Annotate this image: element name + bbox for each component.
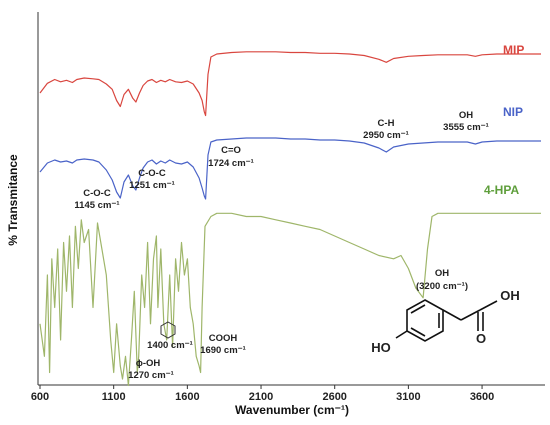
structure-o-label: O — [476, 331, 486, 346]
structure-benzene-ring — [406, 299, 444, 342]
x-tick-label: 2600 — [322, 391, 346, 403]
x-tick-label: 3600 — [470, 391, 494, 403]
y-axis-title: % Transmitance — [6, 154, 20, 246]
structure-ring-double-bond-3 — [410, 327, 426, 337]
annotation-phenol-oh-unit: 1270 cm⁻¹ — [128, 370, 174, 381]
x-tick-layer: 600 1100 1600 2100 2600 3100 3600 — [31, 385, 494, 403]
x-tick-label: 3100 — [396, 391, 420, 403]
x-axis-title: Wavenumber (cm⁻¹) — [235, 403, 349, 417]
annotation-coc-1145-label: C-O-C — [83, 188, 111, 199]
x-tick-label: 600 — [31, 391, 49, 403]
annotation-cooh-1690-label: COOH — [209, 333, 238, 344]
annotation-coc-1251-label: C-O-C — [138, 168, 166, 179]
series-label-nip: NIP — [503, 105, 523, 119]
series-label-4hpa: 4-HPA — [484, 183, 519, 197]
structure-bond-ch2-c — [460, 309, 481, 321]
structure-ring-double-bond-1 — [410, 304, 426, 314]
annotation-co-1724-unit: 1724 cm⁻¹ — [208, 158, 254, 169]
annotation-cooh-1690-unit: 1690 cm⁻¹ — [200, 345, 246, 356]
structure-oh-label: OH — [500, 288, 520, 303]
series-line-mip — [39, 51, 541, 117]
benzene-ring-icon — [160, 321, 176, 339]
structure-bond-ring-ch2 — [442, 309, 462, 321]
series-line-4hpa — [39, 212, 541, 387]
annotation-phenol-oh-label: ϕ-OH — [136, 358, 161, 369]
x-tick-label: 1100 — [102, 391, 126, 403]
x-tick-label: 1600 — [175, 391, 199, 403]
annotation-ch-2950-label: C-H — [378, 118, 395, 129]
series-label-mip: MIP — [503, 43, 524, 57]
x-tick-label: 2100 — [249, 391, 273, 403]
annotation-oh-3555-unit: 3555 cm⁻¹ — [443, 122, 489, 133]
structure-bond-c-oh — [479, 300, 498, 311]
annotation-oh-3200-unit: (3200 cm⁻¹) — [416, 281, 468, 292]
annotation-coc-1145-unit: 1145 cm⁻¹ — [74, 200, 119, 211]
annotation-co-1724-label: C=O — [221, 145, 241, 156]
annotation-oh-3200-label: OH — [435, 268, 449, 279]
annotation-oh-3555-label: OH — [459, 110, 473, 121]
structure-bond-ring-o — [395, 330, 408, 339]
annotation-ch-2950-unit: 2950 cm⁻¹ — [363, 130, 409, 141]
molecule-structure — [395, 299, 498, 342]
annotation-coc-1251-unit: 1251 cm⁻¹ — [129, 180, 175, 191]
annotation-ring-1400-label: 1400 cm⁻¹ — [147, 340, 193, 351]
series-layer — [39, 51, 541, 387]
series-line-nip — [39, 137, 541, 200]
structure-ho-label: HO — [371, 340, 391, 355]
